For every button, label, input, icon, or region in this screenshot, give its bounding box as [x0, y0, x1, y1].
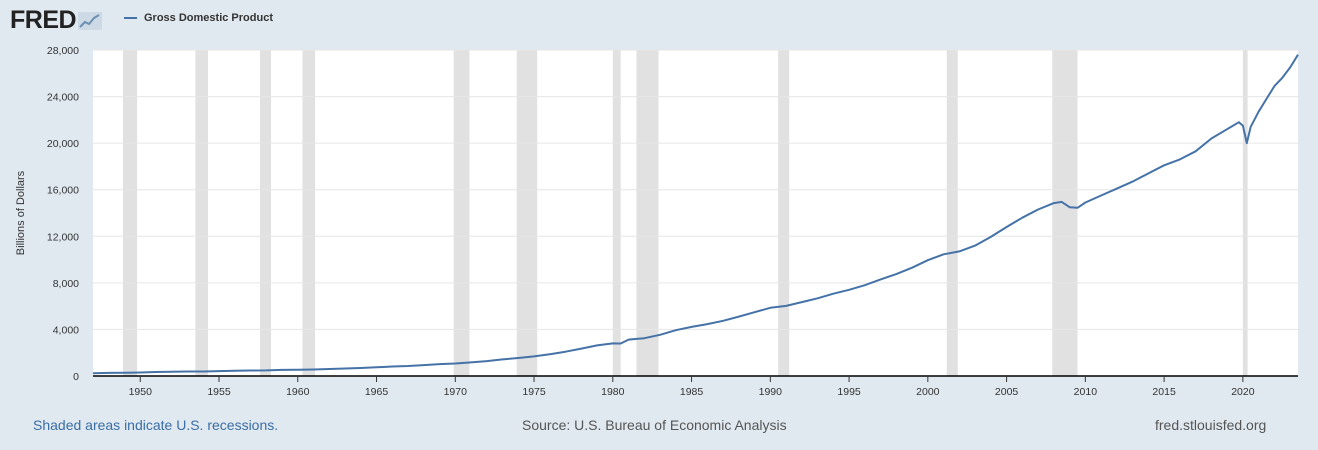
x-tick-label: 1975 — [522, 386, 546, 398]
x-tick-label: 1985 — [680, 386, 704, 398]
recession-band — [122, 50, 138, 376]
y-tick-label: 16,000 — [47, 185, 79, 197]
y-tick-label: 20,000 — [47, 138, 79, 150]
recession-band — [302, 50, 316, 376]
recession-band — [946, 50, 958, 376]
x-tick-label: 2010 — [1074, 386, 1098, 398]
series-layer — [92, 54, 1299, 375]
y-tick-label: 28,000 — [47, 45, 79, 57]
y-tick-label: 12,000 — [47, 231, 79, 243]
recession-band — [636, 50, 659, 376]
x-tick-label: 1990 — [759, 386, 783, 398]
recession-band — [259, 50, 271, 376]
x-tick-label: 1955 — [207, 386, 231, 398]
y-tick-label: 4,000 — [53, 324, 79, 336]
y-tick-label: 8,000 — [53, 278, 79, 290]
x-tick-label: 1965 — [365, 386, 389, 398]
y-tick-labels: 0 4,000 8,000 12,000 16,000 20,000 24,000 28,00… — [47, 45, 79, 383]
x-tick-label: 1950 — [129, 386, 153, 398]
y-tick-label: 0 — [73, 371, 79, 383]
recession-band — [453, 50, 470, 376]
recession-band — [195, 50, 208, 376]
x-tick-label: 1970 — [444, 386, 468, 398]
source-text: Source: U.S. Bureau of Economic Analysis — [522, 417, 787, 433]
recession-band — [1052, 50, 1078, 376]
fred-logo[interactable]: FRED — [10, 6, 103, 35]
recession-band — [778, 50, 790, 376]
recession-band — [516, 50, 538, 376]
gdp-series-line — [92, 54, 1299, 375]
x-tick-label: 1960 — [286, 386, 310, 398]
trend-graph-icon — [78, 11, 103, 30]
x-tick-label: 1980 — [601, 386, 625, 398]
x-tick-labels: 1950 1955 1960 1965 1970 1975 1980 1985 1990 1995… — [129, 376, 1255, 398]
y-axis-title: Billions of Dollars — [15, 170, 27, 255]
plot-background — [93, 50, 1298, 376]
chart-legend[interactable]: Gross Domestic Product — [124, 12, 273, 24]
grid-lines — [93, 49, 1298, 330]
fred-logo-text: FRED — [10, 6, 77, 34]
gdp-line-chart[interactable]: 0 4,000 8,000 12,000 16,000 20,000 24,000 28,00… — [0, 0, 1318, 405]
y-tick-label: 24,000 — [47, 92, 79, 104]
recession-band — [1242, 50, 1248, 376]
x-tick-label: 1995 — [837, 386, 861, 398]
fred-url-link[interactable]: fred.stlouisfed.org — [1155, 417, 1267, 433]
recession-note: Shaded areas indicate U.S. recessions. — [33, 417, 279, 433]
x-tick-label: 2000 — [916, 386, 940, 398]
legend-line-swatch — [124, 17, 137, 19]
recession-bands — [122, 50, 1248, 376]
recession-band — [612, 50, 621, 376]
x-tick-label: 2005 — [995, 386, 1019, 398]
x-tick-label: 2020 — [1231, 386, 1255, 398]
legend-label: Gross Domestic Product — [144, 12, 273, 24]
x-tick-label: 2015 — [1152, 386, 1176, 398]
